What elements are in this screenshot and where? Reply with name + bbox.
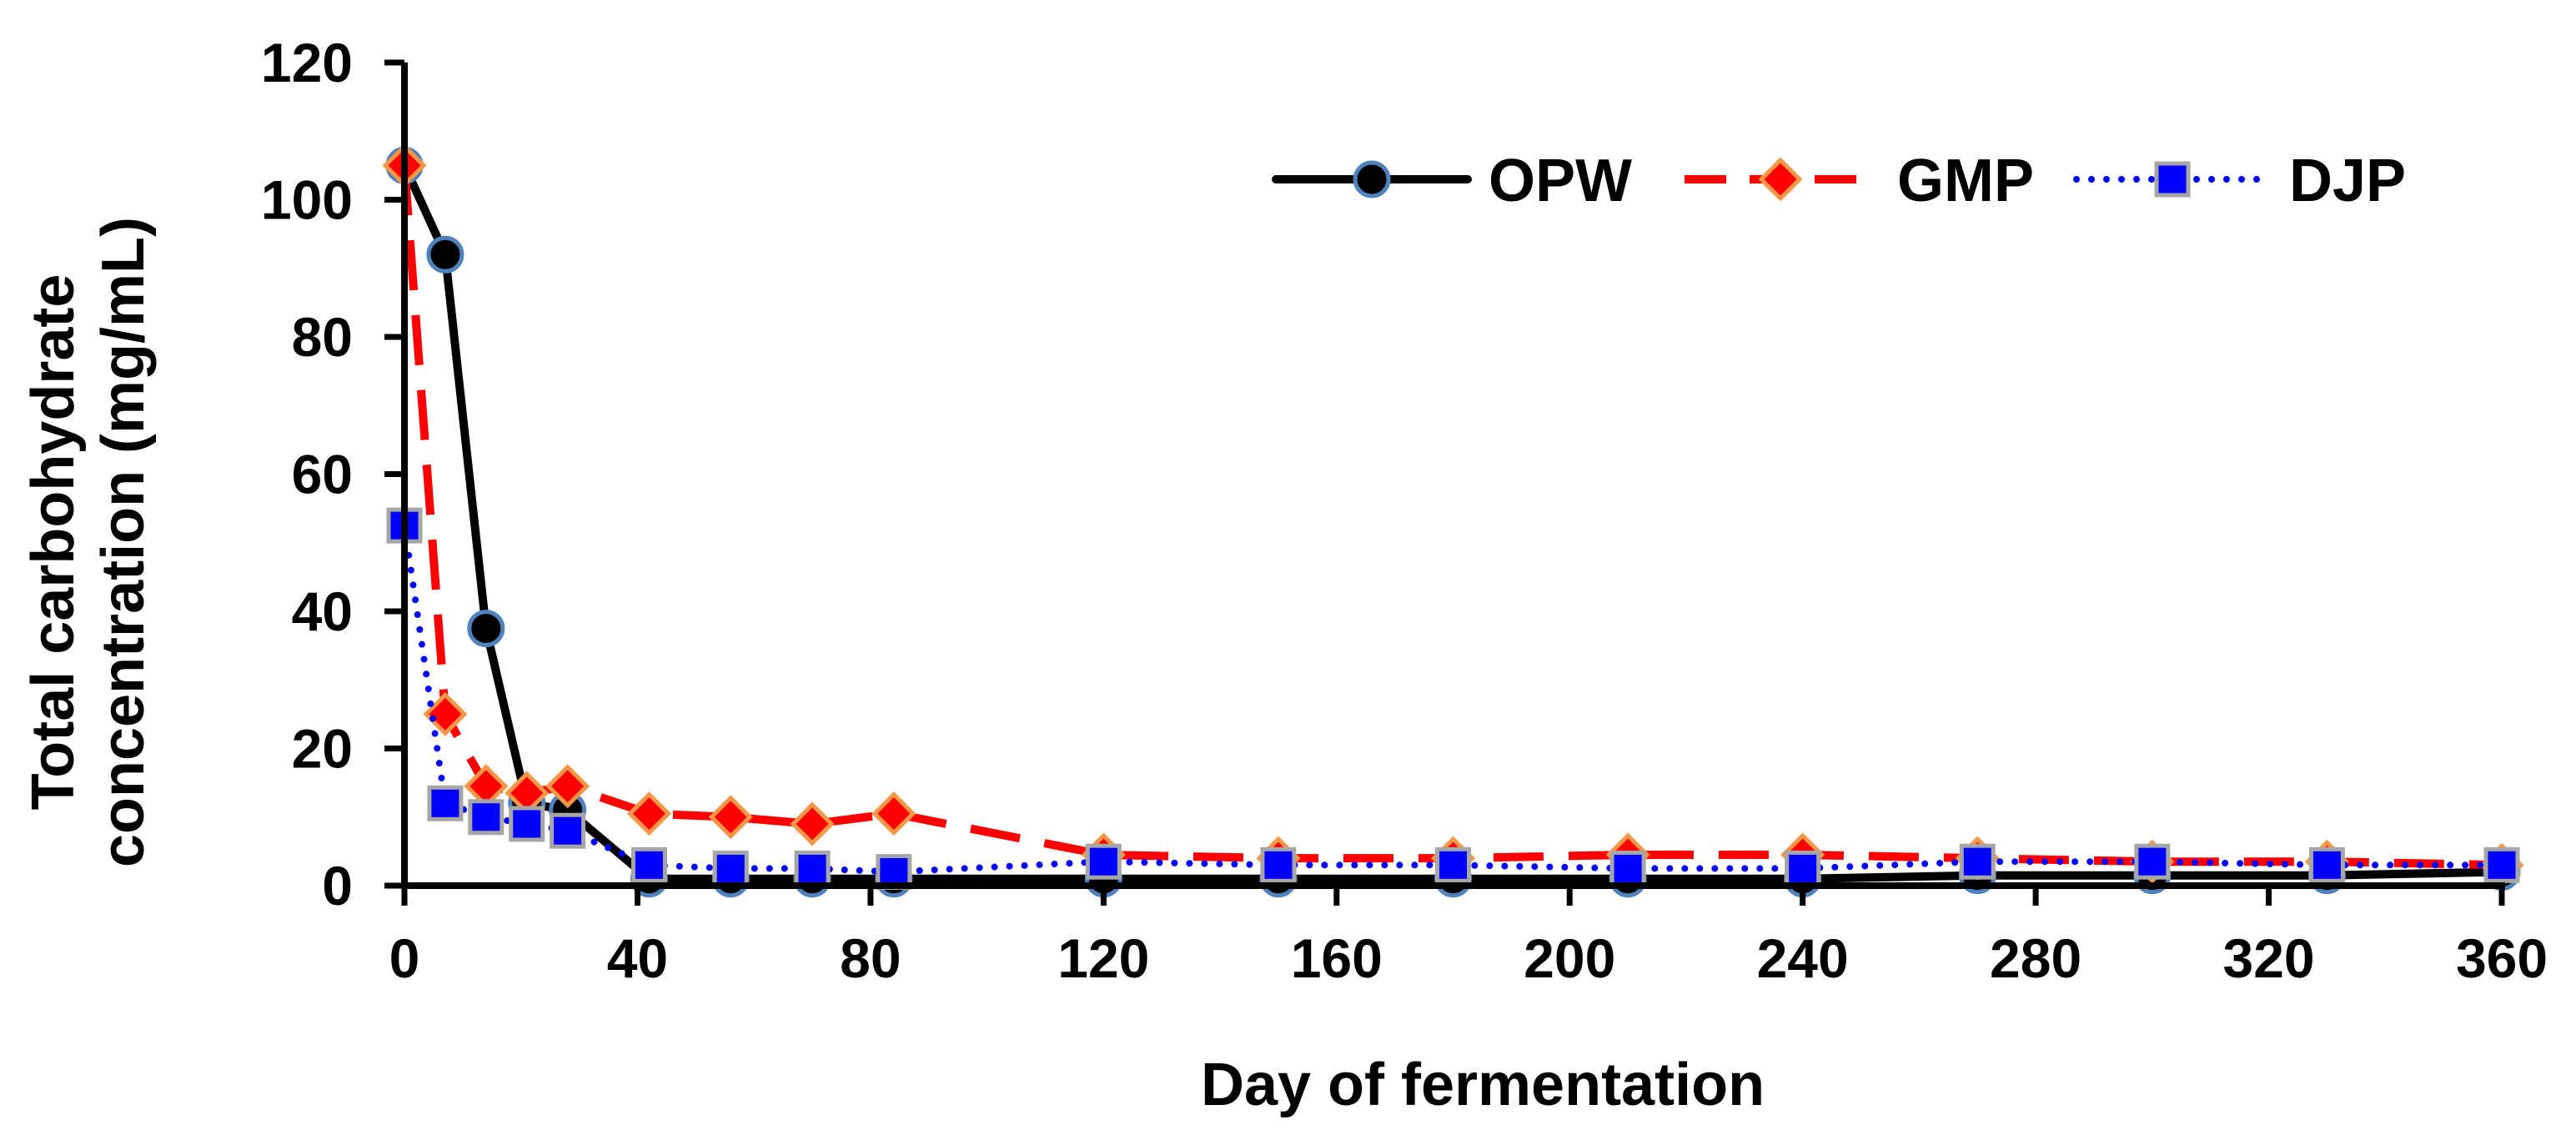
legend-item-djp: DJP [2073,148,2406,214]
series-line-opw [400,161,2506,883]
data-point-djp [1260,846,1297,883]
y-tick-label: 20 [292,718,353,780]
y-tick-label: 60 [292,444,353,505]
legend-label: OPW [1489,148,1632,214]
y-axis-title-line-1: Total carbohydrate [20,274,87,811]
data-point-djp [2134,843,2171,880]
y-axis-title-line-2: concentration (mg/mL) [90,217,157,867]
data-point-gmp [626,791,671,836]
data-point-djp [2483,846,2520,883]
data-point-gmp [423,691,468,736]
data-point-opw [467,610,505,648]
legend: OPW GMP DJP [1272,148,2406,214]
x-tick-label: 320 [2222,927,2314,989]
data-point-djp [509,806,545,842]
y-axis-title: Total carbohydrate concentration (mg/mL) [20,217,157,867]
y-tick-label: 0 [322,855,353,917]
x-tick-label: 0 [389,927,420,989]
data-point-djp [1435,846,1471,883]
legend-swatch-marker [1353,160,1391,198]
data-point-djp [427,785,464,821]
data-point-opw [426,235,464,274]
legend-item-gmp: GMP [1685,148,2034,214]
data-point-gmp [708,795,753,840]
legend-label: GMP [1897,148,2034,214]
data-point-djp [2308,846,2345,883]
data-point-djp [1959,843,1996,880]
data-point-djp [1609,850,1646,886]
y-tick-label: 120 [261,32,353,93]
series-line-gmp [400,165,2503,870]
data-point-djp [1785,850,1821,886]
axes [384,59,2505,906]
x-tick-label: 120 [1057,927,1149,989]
legend-swatch-marker [2154,161,2191,198]
data-point-djp [1085,843,1122,880]
data-point-gmp [790,801,835,846]
x-tick-label: 240 [1757,927,1849,989]
data-point-djp [794,850,831,886]
x-axis-title: Day of fermentation [1201,1052,1765,1118]
series-layer [382,143,2524,898]
x-tick-label: 160 [1291,927,1383,989]
tick-labels: 0 20 40 60 80 100 120 0 40 80 120 160 200 240 280 320 36… [261,32,2548,989]
y-tick-label: 40 [292,580,353,642]
data-point-gmp [545,764,590,809]
x-tick-label: 360 [2456,927,2548,989]
x-tick-label: 280 [1990,927,2081,989]
x-tick-label: 80 [840,927,901,989]
legend-label: DJP [2289,148,2406,214]
data-point-djp [712,850,749,886]
legend-swatch-marker [1758,157,1803,202]
series-gmp [382,143,2524,887]
data-point-djp [630,846,667,883]
y-tick-label: 80 [292,306,353,368]
x-tick-label: 200 [1524,927,1615,989]
data-point-djp [550,812,586,849]
series-djp [386,507,2520,891]
x-tick-label: 40 [607,927,668,989]
data-point-gmp [871,791,916,836]
data-point-djp [468,799,505,836]
series-opw [385,146,2521,898]
y-tick-label: 100 [261,169,353,231]
legend-item-opw: OPW [1272,148,1632,214]
